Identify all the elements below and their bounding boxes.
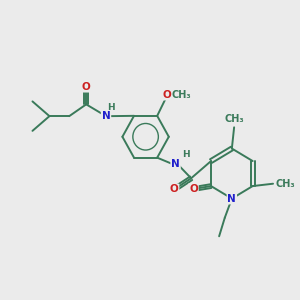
Text: CH₃: CH₃: [276, 179, 296, 189]
Text: O: O: [163, 90, 172, 100]
Text: N: N: [171, 158, 180, 169]
Text: O: O: [170, 184, 178, 194]
Text: H: H: [182, 150, 190, 159]
Text: H: H: [107, 103, 115, 112]
Text: N: N: [227, 194, 236, 204]
Text: N: N: [102, 111, 110, 121]
Text: O: O: [82, 82, 91, 92]
Text: O: O: [189, 184, 198, 194]
Text: CH₃: CH₃: [224, 114, 244, 124]
Text: CH₃: CH₃: [172, 90, 192, 100]
